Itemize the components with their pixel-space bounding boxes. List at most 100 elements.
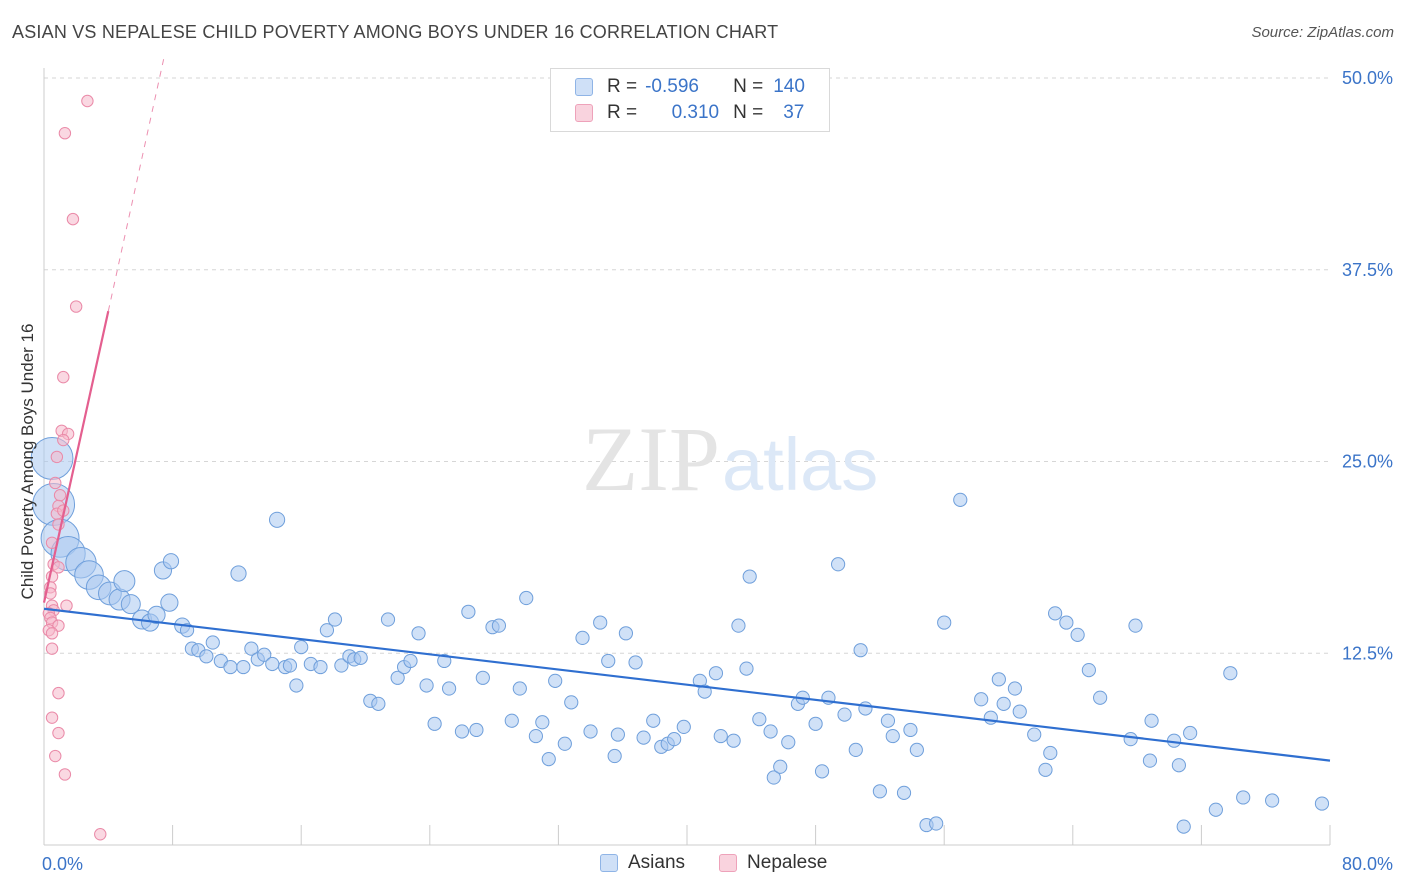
asian-point-68 (557, 736, 572, 751)
asian-point-139 (1208, 802, 1223, 817)
asian-point-39 (327, 612, 343, 627)
legend-n-label: N = (733, 76, 764, 97)
asian-point-29 (257, 647, 272, 662)
asian-point-61 (504, 713, 519, 728)
nepalese-point-36 (94, 828, 107, 841)
asian-point-110 (896, 785, 912, 800)
asian-point-94 (766, 770, 781, 785)
asian-point-106 (858, 701, 873, 716)
watermark-zip: ZIP (582, 408, 720, 510)
series-legend: Asians Nepalese (600, 852, 827, 874)
asian-point-118 (983, 710, 998, 725)
asian-point-76 (618, 626, 634, 641)
asian-point-138 (1183, 725, 1198, 741)
nepalese-point-35 (58, 768, 72, 781)
watermark-atlas: atlas (722, 423, 878, 506)
asian-point-114 (929, 816, 944, 831)
nepalese-point-9 (49, 476, 62, 490)
asian-point-93 (763, 724, 778, 739)
asian-point-130 (1093, 690, 1108, 705)
legend-row-nepalese: R = 0.310 N = 37 (575, 101, 804, 125)
asian-point-25 (230, 565, 247, 582)
nepalese-point-3 (69, 300, 83, 313)
asian-point-141 (1236, 790, 1251, 805)
x-tick-label-1: 80.0% (1342, 854, 1393, 874)
nepalese-point-34 (49, 749, 62, 763)
asian-point-77 (628, 655, 643, 670)
asian-point-75 (610, 727, 625, 742)
asian-point-125 (1043, 745, 1058, 761)
asian-point-40 (334, 658, 349, 673)
asian-point-13 (147, 605, 166, 625)
asian-point-16 (162, 553, 180, 570)
asians-points (30, 437, 1330, 834)
asian-point-142 (1265, 793, 1280, 808)
asian-point-126 (1048, 606, 1063, 621)
asian-point-89 (731, 618, 746, 633)
asian-point-96 (781, 735, 796, 750)
asian-point-133 (1142, 753, 1158, 768)
asian-point-140 (1223, 666, 1238, 681)
nepalese-point-30 (45, 642, 59, 655)
asian-point-47 (390, 670, 405, 685)
legend-r-value: -0.596 (645, 76, 699, 97)
asian-point-105 (853, 643, 868, 658)
nepalese-point-1 (58, 127, 72, 140)
asian-point-34 (289, 678, 304, 693)
nepalese-point-0 (81, 94, 94, 108)
asian-point-70 (575, 630, 590, 646)
asian-point-33 (282, 658, 298, 673)
asian-point-108 (880, 713, 896, 728)
asian-point-52 (427, 716, 442, 731)
asian-point-49 (403, 653, 418, 669)
asian-point-26 (236, 659, 251, 675)
y-tick-label-2: 37.5% (1342, 260, 1393, 280)
legend-r-value: 0.310 (671, 102, 720, 123)
nepalese-points (42, 94, 107, 841)
asian-point-63 (519, 590, 534, 606)
asian-point-111 (903, 722, 918, 738)
y-tick-label-3: 50.0% (1342, 68, 1393, 88)
series-legend-swatch-nepalese (719, 854, 738, 872)
asian-point-90 (739, 661, 754, 676)
series-legend-swatch-asians (600, 854, 618, 872)
asian-point-69 (564, 695, 579, 710)
asian-point-51 (419, 678, 434, 693)
asian-point-38 (319, 623, 335, 638)
asian-point-60 (491, 618, 507, 633)
legend-n-value: 37 (783, 102, 805, 123)
asian-point-82 (667, 732, 682, 747)
asian-point-124 (1038, 762, 1053, 777)
asian-point-143 (1314, 796, 1330, 811)
asian-point-50 (411, 626, 426, 641)
nepalese-point-2 (66, 212, 80, 226)
asian-point-131 (1123, 732, 1138, 747)
nepalese-point-7 (57, 433, 70, 447)
asian-point-83 (676, 719, 691, 734)
asian-point-31 (268, 511, 286, 528)
asian-point-121 (1007, 681, 1023, 696)
nepalese-trend-line (42, 310, 110, 603)
asian-point-115 (937, 615, 952, 630)
asian-point-88 (726, 733, 741, 748)
legend-row-asians: R = -0.596 N = 140 (575, 75, 805, 99)
asian-point-123 (1027, 727, 1042, 742)
nepalese-point-8 (50, 450, 64, 464)
nepalese-point-33 (52, 726, 65, 740)
legend-n-label: N = (733, 102, 764, 123)
nepalese-point-29 (45, 627, 59, 640)
asian-point-65 (535, 715, 550, 730)
asian-point-120 (996, 696, 1011, 711)
legend-swatch-nepalese (575, 104, 593, 122)
asian-point-10 (120, 594, 141, 615)
legend-n-value: 140 (773, 76, 805, 97)
asian-point-15 (160, 593, 179, 612)
asian-point-99 (808, 716, 823, 731)
asian-point-27 (244, 641, 259, 656)
asian-point-62 (512, 681, 527, 696)
asian-point-58 (475, 670, 490, 685)
nepalese-point-10 (53, 489, 67, 502)
legend-swatch-asians (575, 78, 593, 96)
asian-point-35 (294, 640, 309, 655)
